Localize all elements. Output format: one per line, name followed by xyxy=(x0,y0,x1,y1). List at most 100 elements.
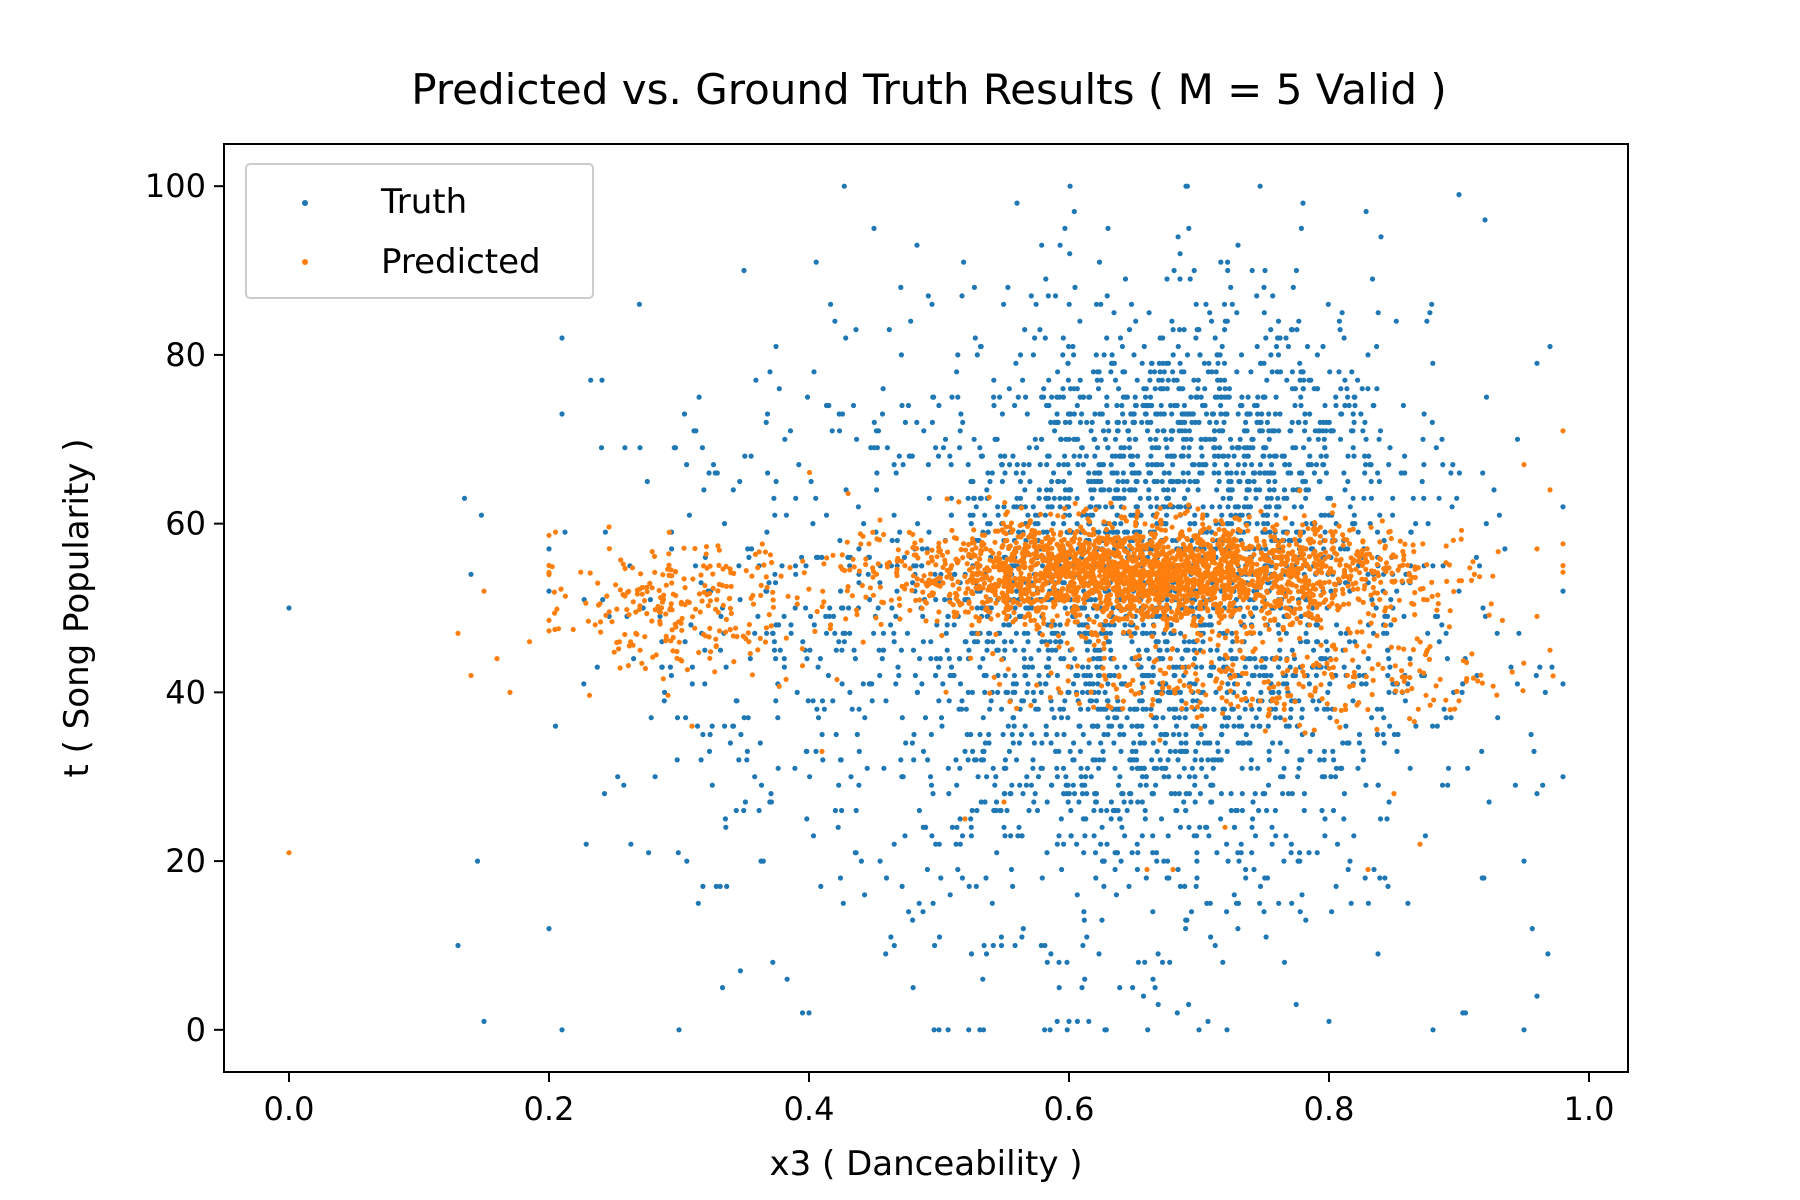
data-point-truth xyxy=(1316,478,1322,485)
data-point-truth xyxy=(1176,791,1182,797)
data-point-predicted xyxy=(1037,553,1043,560)
data-point-truth xyxy=(1135,959,1141,965)
data-point-truth xyxy=(1322,816,1328,822)
data-point-truth xyxy=(1048,419,1054,425)
data-point-predicted xyxy=(909,587,915,594)
data-point-truth xyxy=(949,394,955,400)
data-point-truth xyxy=(1164,276,1170,282)
data-point-truth xyxy=(773,478,779,485)
data-point-truth xyxy=(1171,672,1177,679)
data-point-predicted xyxy=(1345,626,1351,632)
data-point-truth xyxy=(1066,1018,1072,1024)
data-point-truth xyxy=(1297,470,1303,476)
data-point-truth xyxy=(1019,934,1025,940)
data-point-truth xyxy=(884,445,891,451)
data-point-predicted xyxy=(1002,500,1008,506)
data-point-truth xyxy=(1339,310,1345,316)
data-point-predicted xyxy=(1305,564,1311,570)
data-point-truth xyxy=(1143,386,1149,392)
data-point-truth xyxy=(1362,470,1368,476)
data-point-truth xyxy=(1062,605,1068,611)
data-point-truth xyxy=(926,495,932,501)
data-point-truth xyxy=(1224,748,1230,755)
data-point-truth xyxy=(709,723,715,729)
data-point-truth xyxy=(793,495,799,501)
data-point-truth xyxy=(1075,436,1081,442)
data-point-predicted xyxy=(801,570,807,576)
data-point-truth xyxy=(1096,951,1102,957)
data-point-predicted xyxy=(1007,543,1013,549)
data-point-truth xyxy=(1011,672,1018,679)
data-point-truth xyxy=(1328,428,1334,434)
data-point-truth xyxy=(955,394,961,400)
data-point-truth xyxy=(1410,495,1416,501)
data-point-truth xyxy=(999,706,1005,712)
data-point-truth xyxy=(1386,656,1392,662)
data-point-truth xyxy=(966,883,972,890)
data-point-truth xyxy=(1108,799,1114,805)
data-point-truth xyxy=(1385,647,1391,653)
data-point-truth xyxy=(1441,706,1447,712)
data-point-truth xyxy=(1115,478,1121,485)
data-point-predicted xyxy=(1303,546,1309,552)
data-point-truth xyxy=(1182,419,1188,425)
data-point-truth xyxy=(1363,208,1369,215)
data-point-truth xyxy=(1048,740,1054,746)
data-point-truth xyxy=(1058,715,1065,721)
data-point-truth xyxy=(1036,672,1042,679)
data-point-truth xyxy=(869,698,875,704)
data-point-truth xyxy=(1075,672,1081,679)
data-point-truth xyxy=(1112,521,1118,527)
data-point-truth xyxy=(707,731,713,738)
data-point-truth xyxy=(1147,394,1154,400)
data-point-truth xyxy=(1305,639,1311,645)
data-point-truth xyxy=(1201,360,1207,366)
data-point-truth xyxy=(975,774,981,780)
data-point-truth xyxy=(1120,478,1126,485)
data-point-truth xyxy=(1206,360,1212,366)
series-truth xyxy=(286,183,1566,1033)
data-point-predicted xyxy=(1310,582,1316,588)
data-point-truth xyxy=(1491,487,1497,493)
data-point-truth xyxy=(1307,453,1313,459)
data-point-predicted xyxy=(1326,579,1332,585)
data-point-truth xyxy=(1401,613,1407,620)
data-point-truth xyxy=(1378,234,1384,240)
data-point-truth xyxy=(1528,731,1534,738)
data-point-truth xyxy=(1322,402,1328,409)
data-point-truth xyxy=(737,597,743,603)
data-point-predicted xyxy=(859,582,865,589)
data-point-truth xyxy=(1077,377,1083,383)
data-point-truth xyxy=(1315,386,1321,392)
data-point-truth xyxy=(1118,858,1124,864)
data-point-truth xyxy=(1266,411,1272,417)
data-point-truth xyxy=(1098,740,1104,746)
data-point-truth xyxy=(1225,858,1231,864)
data-point-predicted xyxy=(1412,590,1418,596)
data-point-truth xyxy=(1074,402,1080,409)
data-point-truth xyxy=(1077,748,1083,755)
data-point-predicted xyxy=(1251,552,1257,558)
data-point-truth xyxy=(874,470,880,476)
data-point-truth xyxy=(637,445,643,451)
data-point-truth xyxy=(898,647,905,653)
data-point-truth xyxy=(1339,411,1345,417)
data-point-predicted xyxy=(1030,599,1037,605)
data-point-truth xyxy=(1066,301,1072,307)
data-point-truth xyxy=(936,934,943,940)
data-point-predicted xyxy=(1137,598,1143,604)
data-point-truth xyxy=(1010,689,1016,696)
data-point-truth xyxy=(1289,521,1295,527)
data-point-truth xyxy=(952,571,958,577)
data-point-truth xyxy=(886,327,892,333)
data-point-truth xyxy=(1053,647,1059,653)
data-point-truth xyxy=(1480,605,1486,611)
data-point-predicted xyxy=(1134,514,1140,521)
data-point-predicted xyxy=(1216,613,1223,619)
data-point-truth xyxy=(1120,681,1126,687)
data-point-truth xyxy=(1349,369,1355,375)
data-point-truth xyxy=(1066,689,1072,696)
data-point-predicted xyxy=(794,595,800,601)
data-point-truth xyxy=(1092,453,1098,459)
data-point-truth xyxy=(1148,453,1154,459)
